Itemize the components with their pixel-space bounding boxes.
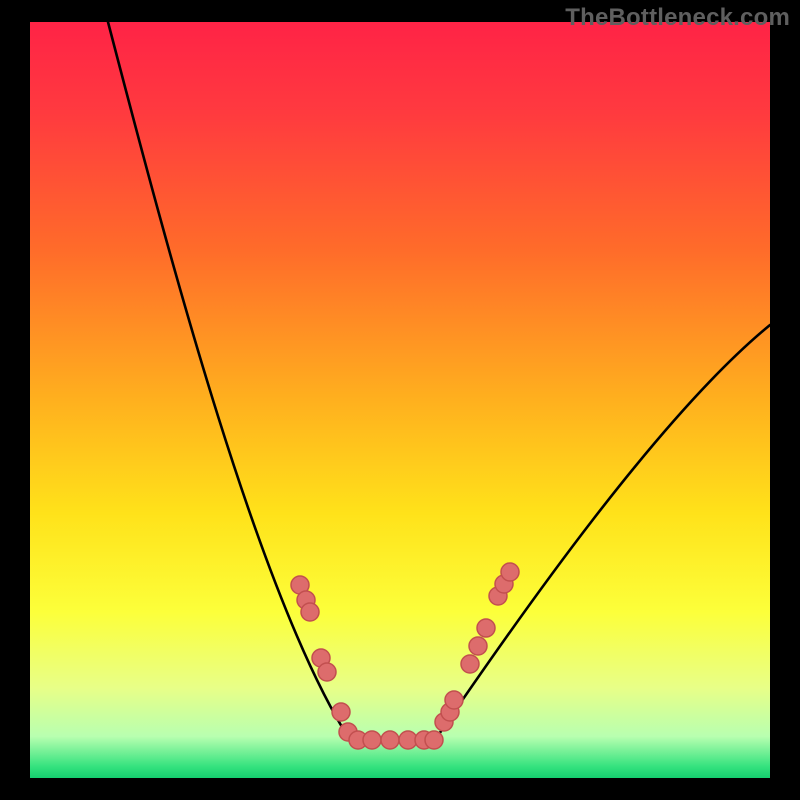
marker-dot — [363, 731, 381, 749]
marker-dot — [501, 563, 519, 581]
plot-background — [30, 22, 770, 778]
marker-dot — [461, 655, 479, 673]
marker-dot — [477, 619, 495, 637]
marker-dot — [301, 603, 319, 621]
chart-svg — [0, 0, 800, 800]
marker-dot — [318, 663, 336, 681]
marker-dot — [381, 731, 399, 749]
marker-dot — [469, 637, 487, 655]
chart-stage: TheBottleneck.com — [0, 0, 800, 800]
watermark-text: TheBottleneck.com — [565, 4, 790, 32]
marker-dot — [445, 691, 463, 709]
marker-dot — [425, 731, 443, 749]
marker-dot — [332, 703, 350, 721]
